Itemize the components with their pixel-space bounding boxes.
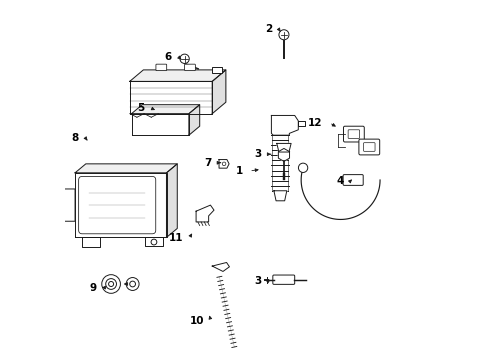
Polygon shape [212, 70, 225, 114]
Polygon shape [273, 191, 286, 201]
Circle shape [126, 278, 139, 291]
Polygon shape [219, 159, 228, 168]
FancyBboxPatch shape [156, 64, 166, 71]
Polygon shape [276, 143, 290, 152]
FancyBboxPatch shape [343, 126, 364, 142]
Polygon shape [278, 148, 289, 161]
Text: 2: 2 [264, 24, 272, 35]
Text: 3: 3 [254, 149, 261, 159]
Polygon shape [129, 70, 225, 81]
Polygon shape [188, 105, 199, 135]
Polygon shape [166, 164, 177, 237]
Text: 10: 10 [189, 316, 204, 325]
Text: 4: 4 [336, 176, 344, 186]
Polygon shape [144, 237, 163, 246]
FancyBboxPatch shape [272, 275, 294, 284]
Polygon shape [131, 105, 199, 114]
Text: 6: 6 [164, 52, 172, 62]
FancyBboxPatch shape [79, 176, 155, 234]
FancyBboxPatch shape [358, 139, 379, 155]
Circle shape [180, 54, 189, 63]
Polygon shape [55, 189, 75, 221]
Polygon shape [82, 237, 100, 247]
Circle shape [222, 162, 225, 166]
Circle shape [129, 281, 135, 287]
FancyBboxPatch shape [363, 143, 374, 151]
Circle shape [105, 279, 116, 289]
FancyBboxPatch shape [343, 175, 363, 185]
Polygon shape [271, 116, 298, 135]
Circle shape [278, 30, 288, 40]
Text: 3: 3 [254, 276, 261, 286]
Text: 5: 5 [137, 103, 144, 113]
Circle shape [298, 163, 307, 172]
Text: 7: 7 [203, 158, 211, 168]
Text: 8: 8 [71, 133, 79, 143]
Text: 9: 9 [89, 283, 97, 293]
Circle shape [108, 282, 113, 287]
Polygon shape [298, 121, 305, 126]
Polygon shape [212, 262, 229, 271]
Circle shape [151, 239, 157, 245]
Text: 11: 11 [168, 233, 183, 243]
FancyBboxPatch shape [211, 67, 222, 73]
Polygon shape [75, 173, 166, 237]
Text: 12: 12 [307, 118, 322, 128]
Polygon shape [196, 205, 214, 222]
Polygon shape [131, 114, 188, 135]
Circle shape [102, 275, 120, 293]
FancyBboxPatch shape [184, 64, 195, 71]
FancyBboxPatch shape [347, 130, 359, 138]
Polygon shape [129, 81, 212, 114]
Text: 1: 1 [235, 166, 242, 176]
Polygon shape [75, 164, 177, 173]
